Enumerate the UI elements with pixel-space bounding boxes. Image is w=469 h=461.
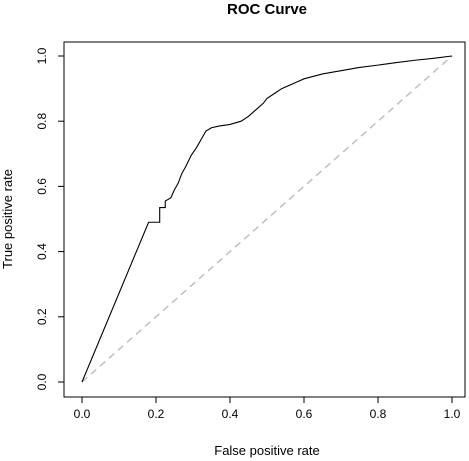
y-tick-label: 0.4 [35,243,49,260]
diagonal-reference-line [81,55,453,383]
x-tick-label: 0.4 [222,407,239,421]
series-layer [81,55,453,383]
x-axis: 0.0 0.2 0.4 0.6 0.8 1.0 [74,396,461,421]
x-tick-label: 0.0 [74,407,91,421]
y-tick-label: 1.0 [35,47,49,64]
x-tick-label: 0.6 [296,407,313,421]
chart-title: ROC Curve [227,1,307,18]
x-tick-label: 1.0 [444,407,461,421]
y-tick-label: 0.8 [35,113,49,130]
y-tick-label: 0.0 [35,373,49,390]
roc-curve-line [81,55,453,383]
y-axis: 0.0 0.2 0.4 0.6 0.8 1.0 [35,47,65,390]
x-axis-label: False positive rate [214,443,320,458]
y-tick-label: 0.6 [35,178,49,195]
y-axis-label: True positive rate [0,169,15,269]
x-tick-label: 0.2 [148,407,165,421]
x-tick-label: 0.8 [370,407,387,421]
plot-frame [63,41,466,398]
y-tick-label: 0.2 [35,308,49,325]
